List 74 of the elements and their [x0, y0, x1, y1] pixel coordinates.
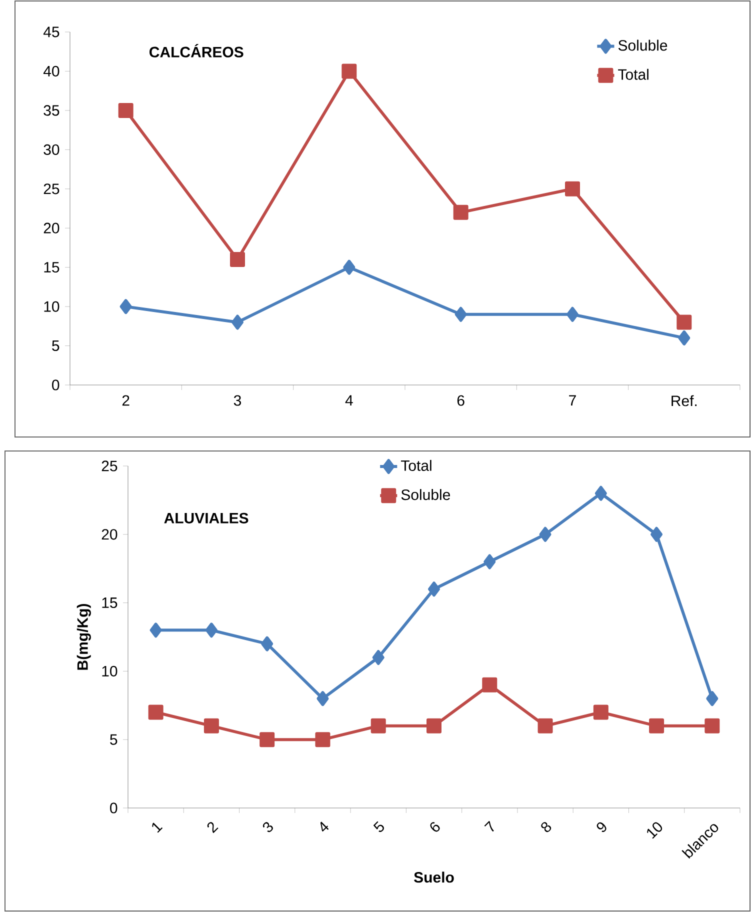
point: [428, 582, 440, 597]
point: [676, 314, 692, 330]
point: [372, 650, 384, 666]
point: [564, 181, 580, 196]
y-tick-label: 25: [44, 184, 60, 194]
point: [704, 718, 720, 734]
y-tick-label: 45: [43, 26, 60, 38]
x-tick-label: 7: [484, 820, 494, 832]
point: [260, 732, 275, 748]
point: [539, 526, 552, 542]
point: [316, 691, 329, 706]
point: [148, 704, 164, 720]
legend-label: Total: [400, 460, 432, 471]
x-tick-label: Ref.: [672, 395, 697, 406]
point: [342, 64, 357, 79]
x-tick-label: 6: [430, 822, 440, 832]
x-tick-label: 6: [457, 395, 464, 406]
y-tick-label: 20: [102, 529, 118, 540]
y-axis-title: B(mg/Kg): [76, 604, 91, 670]
point: [261, 636, 274, 652]
y-tick-label: 15: [102, 598, 118, 608]
y-tick-label: 5: [52, 340, 60, 351]
y-tick-label: 5: [110, 734, 118, 745]
point: [678, 330, 690, 346]
point: [426, 718, 442, 734]
x-tick-label: 2: [207, 822, 218, 834]
point: [594, 486, 607, 501]
legend-label: Total: [618, 68, 648, 80]
point: [454, 306, 467, 322]
legend-label: Soluble: [401, 489, 450, 500]
point: [343, 260, 356, 275]
point: [315, 732, 330, 748]
point: [120, 299, 132, 314]
x-tick-label: 2: [122, 395, 130, 406]
point: [205, 622, 218, 638]
x-tick-label: 7: [569, 395, 576, 406]
point: [538, 718, 553, 734]
y-tick-label: 10: [44, 301, 60, 312]
point: [150, 622, 162, 638]
x-axis-title: Suelo: [414, 872, 454, 883]
x-tick-label: 4: [320, 822, 329, 832]
y-tick-label: 25: [102, 460, 118, 472]
legend-label: Soluble: [618, 40, 668, 51]
point: [231, 314, 244, 330]
point: [204, 718, 219, 734]
text: ALUVIALES: [164, 512, 248, 524]
x-tick-label: 1: [152, 822, 163, 833]
y-tick-label: 15: [44, 262, 60, 273]
y-tick-label: 0: [52, 380, 60, 390]
y-tick-label: 0: [110, 802, 118, 814]
y-tick-label: 10: [102, 666, 118, 676]
point: [650, 526, 663, 542]
point: [706, 691, 718, 706]
x-tick-label: 10: [647, 822, 662, 839]
point: [230, 252, 245, 267]
point: [649, 718, 664, 734]
x-tick-label: 3: [234, 395, 242, 406]
x-tick-label: 8: [541, 822, 552, 832]
x-tick-label: 4: [345, 395, 353, 406]
x-tick-label: 3: [262, 822, 273, 832]
text: CALCÁREOS: [150, 44, 244, 58]
y-tick-label: 35: [44, 105, 60, 116]
y-tick-label: 20: [44, 222, 60, 234]
point: [482, 677, 498, 692]
x-tick-label: 5: [373, 821, 384, 832]
point: [484, 554, 496, 570]
point: [118, 102, 134, 118]
point: [593, 704, 608, 720]
x-tick-label: 9: [596, 822, 606, 832]
y-tick-label: 30: [44, 144, 60, 155]
y-tick-label: 40: [43, 66, 60, 77]
point: [370, 718, 386, 734]
point: [453, 204, 468, 220]
point: [566, 306, 578, 322]
